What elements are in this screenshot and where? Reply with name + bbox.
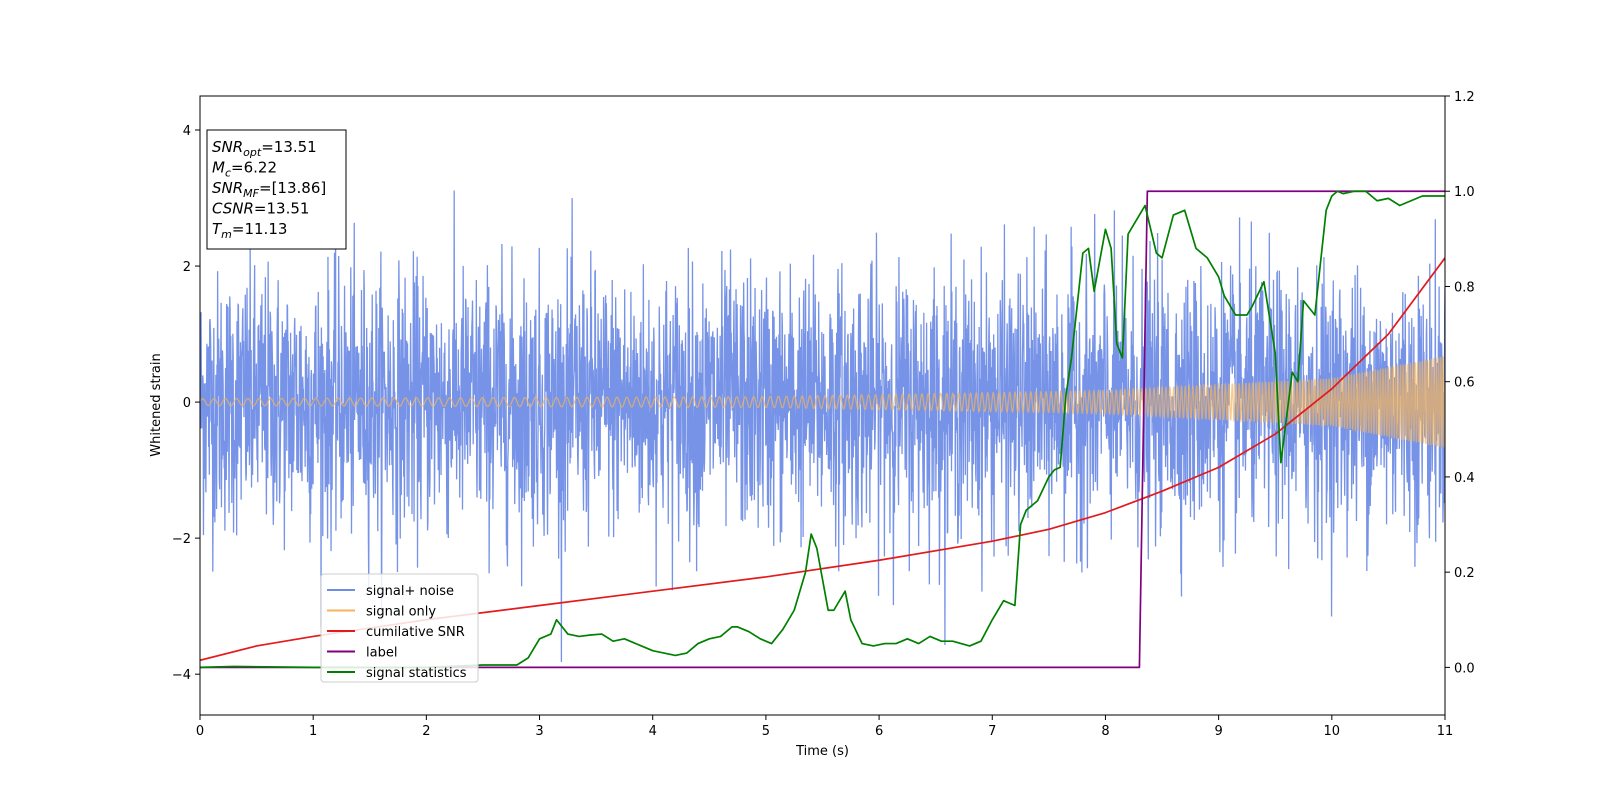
x-tick-label: 8 <box>1101 724 1109 739</box>
x-tick-label: 9 <box>1214 724 1222 739</box>
legend: signal+ noise signal only cumilative SNR la… <box>320 573 479 683</box>
x-axis: 0 1 2 3 4 5 6 7 8 9 10 11 <box>196 715 1453 739</box>
series-signal-only-line <box>200 356 1445 448</box>
x-axis-label: Time (s) <box>795 744 849 759</box>
legend-entry: signal only <box>366 605 436 620</box>
y-axis-left: −4 −2 0 2 4 <box>172 124 200 683</box>
x-tick-label: 2 <box>422 724 430 739</box>
y-left-tick-label: 4 <box>183 124 191 139</box>
legend-entry: cumilative SNR <box>366 625 465 640</box>
y-left-tick-label: −2 <box>172 532 191 547</box>
info-line: CSNR=13.51 <box>212 200 309 218</box>
legend-entry: label <box>366 646 397 661</box>
legend-frame <box>320 573 479 683</box>
x-tick-label: 0 <box>196 724 204 739</box>
series-signal-statistics-line <box>200 190 1445 669</box>
x-tick-label: 10 <box>1324 724 1341 739</box>
y-right-tick-label: 0.0 <box>1454 661 1475 676</box>
y-right-tick-label: 0.8 <box>1454 280 1475 295</box>
y-right-tick-label: 1.2 <box>1454 90 1475 105</box>
y-left-tick-label: 0 <box>183 396 191 411</box>
info-line: SNRMF=[13.86] <box>212 179 326 200</box>
x-tick-label: 11 <box>1437 724 1454 739</box>
info-box-frame <box>206 129 347 250</box>
legend-entry: signal+ noise <box>366 584 454 599</box>
x-tick-label: 3 <box>535 724 543 739</box>
y-right-tick-label: 0.2 <box>1454 566 1475 581</box>
legend-entry: signal statistics <box>366 666 467 681</box>
y-left-tick-label: −4 <box>172 668 191 683</box>
y-axis-right: 0.0 0.2 0.4 0.6 0.8 1.0 1.2 <box>1445 90 1475 676</box>
info-line: Mc=6.22 <box>212 159 277 180</box>
series-signal-noise-line <box>200 190 1445 662</box>
y-right-tick-label: 0.4 <box>1454 471 1475 486</box>
x-tick-label: 1 <box>309 724 317 739</box>
y-left-tick-label: 2 <box>183 260 191 275</box>
info-box: SNRopt=13.51Mc=6.22SNRMF=[13.86]CSNR=13.… <box>206 129 347 250</box>
info-line: Tm=11.13 <box>212 220 287 241</box>
plot-frame <box>199 95 1446 716</box>
y-right-tick-label: 0.6 <box>1454 376 1475 391</box>
info-line: SNRopt=13.51 <box>212 138 317 159</box>
series-label-line <box>200 190 1445 669</box>
y-axis-label: Whitened strain <box>149 353 164 456</box>
x-tick-label: 7 <box>988 724 996 739</box>
x-tick-label: 4 <box>649 724 657 739</box>
x-tick-label: 5 <box>762 724 770 739</box>
y-right-tick-label: 1.0 <box>1454 185 1475 200</box>
x-tick-label: 6 <box>875 724 883 739</box>
